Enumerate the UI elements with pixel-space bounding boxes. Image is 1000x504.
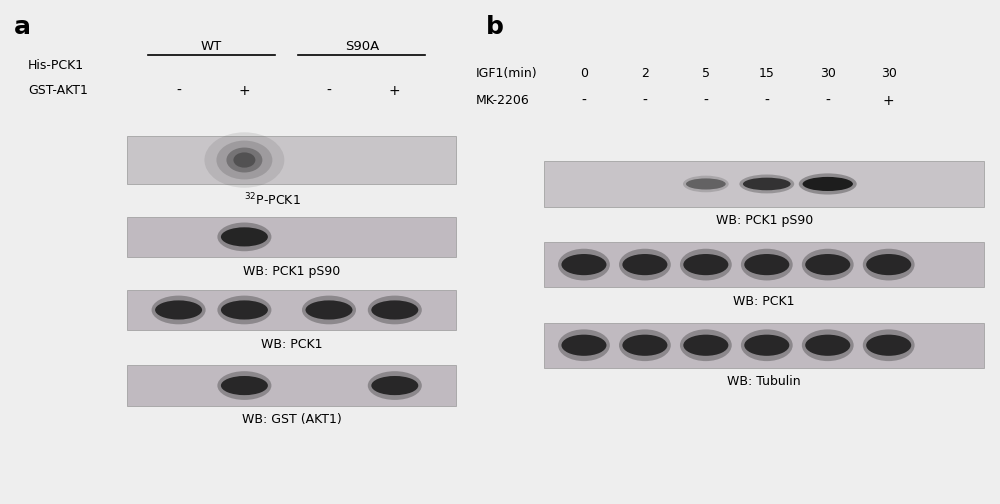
Text: MK-2206: MK-2206	[475, 94, 529, 107]
Ellipse shape	[686, 178, 726, 190]
Text: 0: 0	[580, 67, 588, 80]
Text: +: +	[239, 84, 250, 98]
Ellipse shape	[683, 176, 729, 192]
Ellipse shape	[863, 249, 915, 281]
Text: +: +	[883, 94, 895, 108]
Ellipse shape	[561, 254, 606, 275]
Text: 2: 2	[641, 67, 649, 80]
Ellipse shape	[805, 254, 850, 275]
Ellipse shape	[561, 335, 606, 356]
Ellipse shape	[152, 295, 206, 325]
Ellipse shape	[368, 371, 422, 400]
Text: 30: 30	[820, 67, 836, 80]
Ellipse shape	[743, 177, 791, 191]
Text: +: +	[389, 84, 401, 98]
Text: WB: PCK1 pS90: WB: PCK1 pS90	[716, 214, 813, 227]
Ellipse shape	[558, 330, 610, 361]
Ellipse shape	[802, 249, 854, 281]
Ellipse shape	[622, 254, 667, 275]
Bar	[544, 323, 984, 368]
Bar	[127, 290, 456, 330]
Ellipse shape	[744, 335, 789, 356]
Ellipse shape	[683, 335, 728, 356]
Bar	[544, 242, 984, 287]
Ellipse shape	[799, 173, 857, 195]
Ellipse shape	[680, 330, 732, 361]
Ellipse shape	[866, 254, 911, 275]
Text: -: -	[327, 84, 331, 98]
Text: -: -	[582, 94, 586, 108]
Text: WB: GST (AKT1): WB: GST (AKT1)	[242, 413, 341, 426]
Ellipse shape	[622, 335, 667, 356]
Text: 30: 30	[881, 67, 897, 80]
Ellipse shape	[741, 330, 793, 361]
Text: 15: 15	[759, 67, 775, 80]
Text: -: -	[176, 84, 181, 98]
Ellipse shape	[217, 295, 271, 325]
Text: WT: WT	[201, 40, 222, 53]
Text: -: -	[642, 94, 647, 108]
Ellipse shape	[226, 148, 262, 172]
Ellipse shape	[221, 300, 268, 320]
Ellipse shape	[741, 249, 793, 281]
Text: -: -	[703, 94, 708, 108]
Ellipse shape	[221, 376, 268, 395]
Text: WB: PCK1 pS90: WB: PCK1 pS90	[243, 265, 340, 278]
Ellipse shape	[216, 141, 272, 179]
Bar	[544, 161, 984, 207]
Ellipse shape	[371, 376, 418, 395]
Ellipse shape	[217, 371, 271, 400]
Text: -: -	[764, 94, 769, 108]
Ellipse shape	[221, 227, 268, 246]
Ellipse shape	[233, 152, 255, 168]
Ellipse shape	[803, 177, 853, 191]
Ellipse shape	[155, 300, 202, 320]
Ellipse shape	[368, 295, 422, 325]
Ellipse shape	[217, 223, 271, 251]
Text: WB: PCK1: WB: PCK1	[733, 295, 795, 308]
Text: $^{32}$P-PCK1: $^{32}$P-PCK1	[244, 192, 301, 208]
Bar	[127, 136, 456, 184]
Ellipse shape	[619, 249, 671, 281]
Ellipse shape	[302, 295, 356, 325]
Ellipse shape	[739, 174, 794, 194]
Text: -: -	[825, 94, 830, 108]
Text: WB: Tubulin: WB: Tubulin	[727, 375, 801, 389]
Ellipse shape	[680, 249, 732, 281]
Text: a: a	[14, 15, 31, 39]
Ellipse shape	[683, 254, 728, 275]
Text: WB: PCK1: WB: PCK1	[261, 338, 322, 351]
Ellipse shape	[802, 330, 854, 361]
Text: IGF1(min): IGF1(min)	[475, 67, 537, 80]
Ellipse shape	[863, 330, 915, 361]
Ellipse shape	[204, 132, 284, 188]
Text: 5: 5	[702, 67, 710, 80]
Ellipse shape	[619, 330, 671, 361]
Ellipse shape	[371, 300, 418, 320]
Ellipse shape	[805, 335, 850, 356]
Ellipse shape	[558, 249, 610, 281]
Text: GST-AKT1: GST-AKT1	[28, 84, 88, 97]
Text: S90A: S90A	[345, 40, 379, 53]
Bar	[127, 365, 456, 406]
Ellipse shape	[744, 254, 789, 275]
Text: His-PCK1: His-PCK1	[28, 59, 84, 72]
Ellipse shape	[866, 335, 911, 356]
Bar	[127, 217, 456, 257]
Ellipse shape	[306, 300, 352, 320]
Text: b: b	[486, 15, 504, 39]
